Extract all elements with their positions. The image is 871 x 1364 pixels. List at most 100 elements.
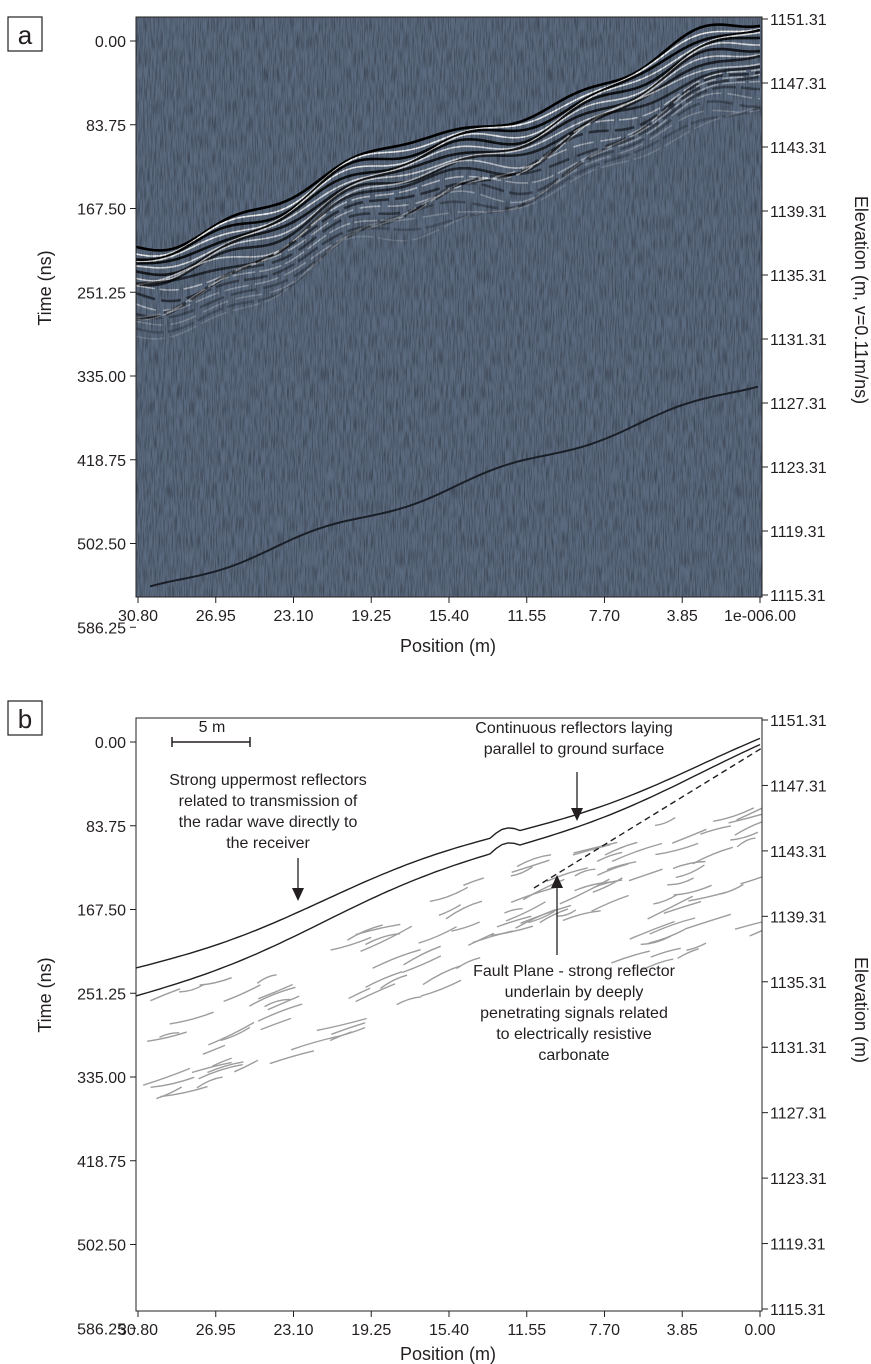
radargram-noise-texture: [136, 17, 762, 597]
reflector-trace: [559, 878, 610, 905]
elevation-tick-label: 1135.31: [770, 975, 827, 992]
reflector-trace: [655, 842, 699, 856]
elevation-tick-label: 1147.31: [770, 76, 827, 93]
position-tick-label: 26.95: [196, 608, 236, 625]
annotation-line: to electrically resistive: [496, 1026, 652, 1043]
reflector-trace: [719, 883, 744, 895]
position-tick-label: 30.80: [118, 608, 158, 625]
position-tick-label: 11.55: [507, 1322, 546, 1339]
reflector-trace: [673, 884, 712, 896]
elevation-tick-label: 1139.31: [770, 909, 827, 926]
reflector-trace: [401, 955, 442, 974]
time-tick-label: 418.75: [77, 453, 126, 470]
scale-bar: 5 m: [171, 719, 251, 747]
annotation-line: penetrating signals related: [480, 1005, 668, 1022]
reflector-trace: [256, 974, 277, 984]
reflector-trace: [734, 921, 762, 930]
reflector-trace: [420, 979, 462, 997]
reflector-trace: [142, 1067, 191, 1086]
reflector-trace: [677, 948, 699, 959]
elevation-tick-label: 1147.31: [770, 778, 827, 795]
annotation-line: carbonate: [538, 1047, 609, 1064]
elevation-tick-label: 1119.31: [770, 524, 826, 541]
panel-a: a 0.00 83.75 167.50 251.25 335.00 418.75 502.5…: [7, 12, 871, 656]
time-tick-label: 0.00: [95, 735, 126, 752]
reflector-trace: [380, 974, 408, 989]
panel-a-position-axis: 30.80 26.95 23.10 19.25 15.40 11.55 7.70 3.85 1e…: [118, 597, 796, 625]
reflector-trace: [713, 807, 755, 822]
reflector-trace: [653, 893, 678, 905]
reflector-trace: [496, 915, 532, 928]
reflector-trace: [675, 864, 705, 879]
reflector-trace: [156, 1086, 183, 1100]
reflector-trace: [438, 904, 462, 916]
panel-a-x-label: Position (m): [400, 636, 496, 656]
panel-b-label-frame: [7, 700, 43, 736]
panel-a-y-left-label: Time (ns): [35, 250, 55, 325]
position-tick-label: 30.80: [118, 1322, 158, 1339]
reflector-trace: [650, 947, 681, 958]
reflector-trace: [257, 1003, 303, 1022]
reflector-trace: [728, 813, 762, 824]
reflector-trace: [591, 894, 629, 912]
reflector-trace: [606, 861, 637, 871]
reflector-trace: [330, 936, 372, 951]
reflector-trace: [451, 921, 480, 932]
reflector-trace: [159, 1032, 180, 1038]
reflector-trace: [672, 860, 706, 870]
time-tick-label: 83.75: [86, 118, 126, 135]
time-tick-label: 335.00: [77, 369, 126, 386]
position-tick-label: 15.40: [429, 1322, 469, 1339]
reflector-trace: [258, 983, 293, 1000]
panel-a-label: a: [18, 20, 33, 50]
reflector-trace: [655, 817, 676, 827]
elevation-tick-label: 1119.31: [770, 1237, 826, 1254]
panel-b-x-label: Position (m): [400, 1344, 496, 1364]
panel-b-elevation-axis: 1151.31 1147.31 1143.31 1139.31 1135.31 1131.…: [762, 713, 827, 1319]
annotation-line: parallel to ground surface: [484, 741, 665, 758]
reflector-trace: [348, 987, 371, 1000]
scale-bar-label: 5 m: [199, 719, 226, 736]
position-tick-label: 23.10: [273, 608, 313, 625]
reflector-trace: [736, 837, 756, 848]
position-tick-label: 7.70: [589, 608, 620, 625]
reflector-trace: [316, 1017, 367, 1032]
reflector-trace: [468, 932, 495, 946]
arrow-down-icon: [571, 808, 583, 821]
elevation-tick-label: 1115.31: [770, 588, 826, 605]
panel-b-label-box: b: [7, 700, 43, 736]
reflector-trace: [629, 920, 675, 940]
reflector-trace: [647, 895, 694, 920]
elevation-tick-label: 1143.31: [770, 844, 827, 861]
annotation-line: Continuous reflectors laying: [475, 720, 672, 737]
reflector-trace: [403, 945, 441, 966]
reflector-trace: [267, 995, 300, 1011]
reflector-trace: [562, 910, 601, 922]
radargram-image: [136, 17, 762, 597]
elevation-tick-label: 1131.31: [770, 1040, 827, 1057]
reflector-trace: [147, 1031, 187, 1042]
position-tick-label: 26.95: [196, 1322, 236, 1339]
reflector-trace: [684, 913, 732, 930]
arrow-down-icon: [292, 888, 304, 901]
time-tick-label: 586.25: [77, 1321, 126, 1338]
reflector-trace: [490, 925, 534, 937]
reflector-trace: [150, 1076, 195, 1088]
time-tick-label: 251.25: [77, 285, 126, 302]
reflector-trace: [573, 841, 618, 854]
panel-b: b 5 m Strong uppermost reflectors related…: [7, 700, 871, 1364]
elevation-tick-label: 1139.31: [770, 204, 827, 221]
reflector-trace: [671, 828, 707, 844]
reflector-trace: [355, 923, 401, 936]
ground-surface-line: [136, 737, 761, 969]
reflector-trace: [510, 886, 559, 904]
reflector-trace: [663, 900, 702, 914]
position-tick-label: 7.70: [589, 1322, 620, 1339]
reflector-trace: [505, 901, 546, 922]
reflector-trace: [331, 1022, 366, 1035]
reflector-trace: [649, 917, 696, 935]
annotation-line: Strong uppermost reflectors: [169, 772, 366, 789]
reflector-trace: [365, 971, 403, 988]
panel-b-label: b: [18, 704, 32, 734]
reflector-trace: [418, 926, 457, 944]
